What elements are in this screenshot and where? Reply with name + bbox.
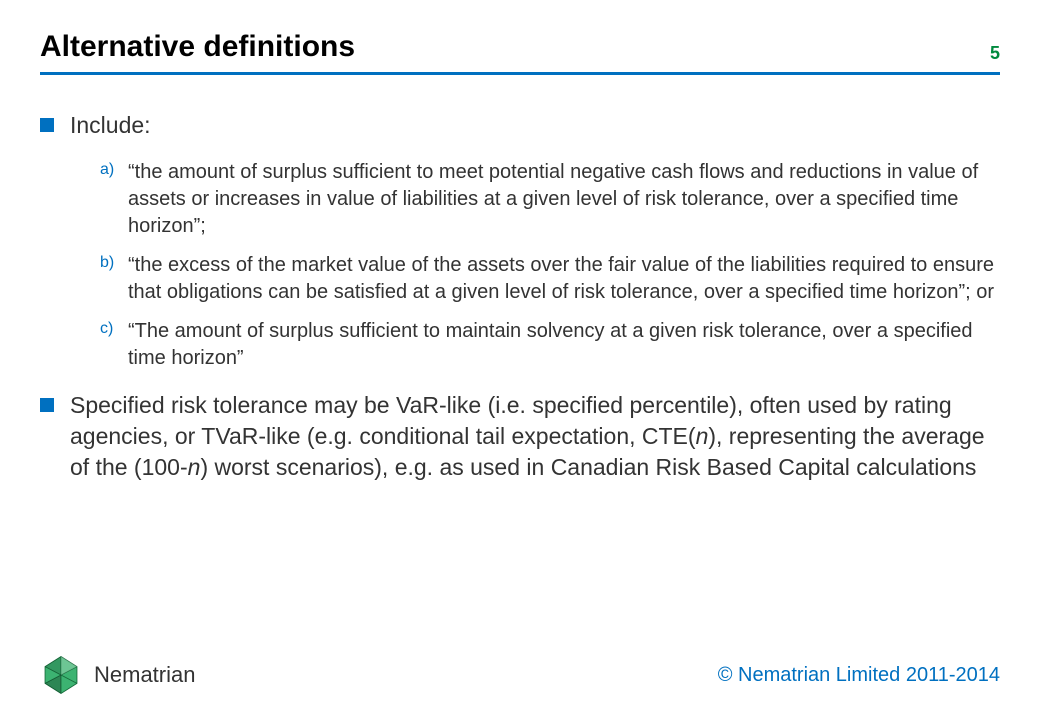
italic-n: n	[188, 454, 201, 480]
sub-text-b: “the excess of the market value of the a…	[128, 252, 1000, 306]
header: Alternative definitions 5	[40, 30, 1000, 75]
bullet-list: Include: a) “the amount of surplus suffi…	[40, 110, 1000, 483]
slide: Alternative definitions 5 Include: a) “t…	[0, 0, 1040, 720]
brand-name: Nematrian	[94, 662, 195, 688]
sub-text-c: “The amount of surplus sufficient to mai…	[128, 318, 1000, 372]
copyright: © Nematrian Limited 2011-2014	[718, 664, 1000, 687]
content-area: Include: a) “the amount of surplus suffi…	[40, 110, 1000, 501]
square-bullet-icon	[40, 118, 54, 132]
page-number: 5	[990, 43, 1000, 64]
nematrian-logo-icon	[40, 654, 82, 696]
bullet-text-risk-tolerance: Specified risk tolerance may be VaR-like…	[70, 390, 1000, 483]
title-row: Alternative definitions 5	[40, 30, 1000, 64]
italic-n: n	[696, 423, 709, 449]
sub-item-a: a) “the amount of surplus sufficient to …	[100, 159, 1000, 240]
header-divider	[40, 72, 1000, 75]
sub-text-a: “the amount of surplus sufficient to mee…	[128, 159, 1000, 240]
slide-title: Alternative definitions	[40, 30, 355, 64]
bullet-item-include: Include:	[40, 110, 1000, 141]
bullet-item-risk-tolerance: Specified risk tolerance may be VaR-like…	[40, 390, 1000, 483]
text-fragment: ) worst scenarios), e.g. as used in Cana…	[200, 454, 976, 480]
sub-marker-b: b)	[100, 254, 128, 272]
sub-item-b: b) “the excess of the market value of th…	[100, 252, 1000, 306]
footer-left: Nematrian	[40, 654, 195, 696]
bullet-text: Include:	[70, 110, 151, 141]
sub-list-container: a) “the amount of surplus sufficient to …	[40, 159, 1000, 372]
square-bullet-icon	[40, 398, 54, 412]
footer: Nematrian © Nematrian Limited 2011-2014	[40, 654, 1000, 696]
sub-marker-a: a)	[100, 161, 128, 179]
sub-marker-c: c)	[100, 320, 128, 338]
sub-item-c: c) “The amount of surplus sufficient to …	[100, 318, 1000, 372]
sub-list: a) “the amount of surplus sufficient to …	[100, 159, 1000, 372]
